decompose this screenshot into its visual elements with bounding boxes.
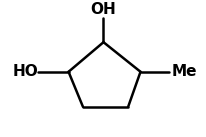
Text: HO: HO	[12, 64, 38, 79]
Text: OH: OH	[90, 2, 116, 17]
Text: Me: Me	[171, 64, 196, 79]
